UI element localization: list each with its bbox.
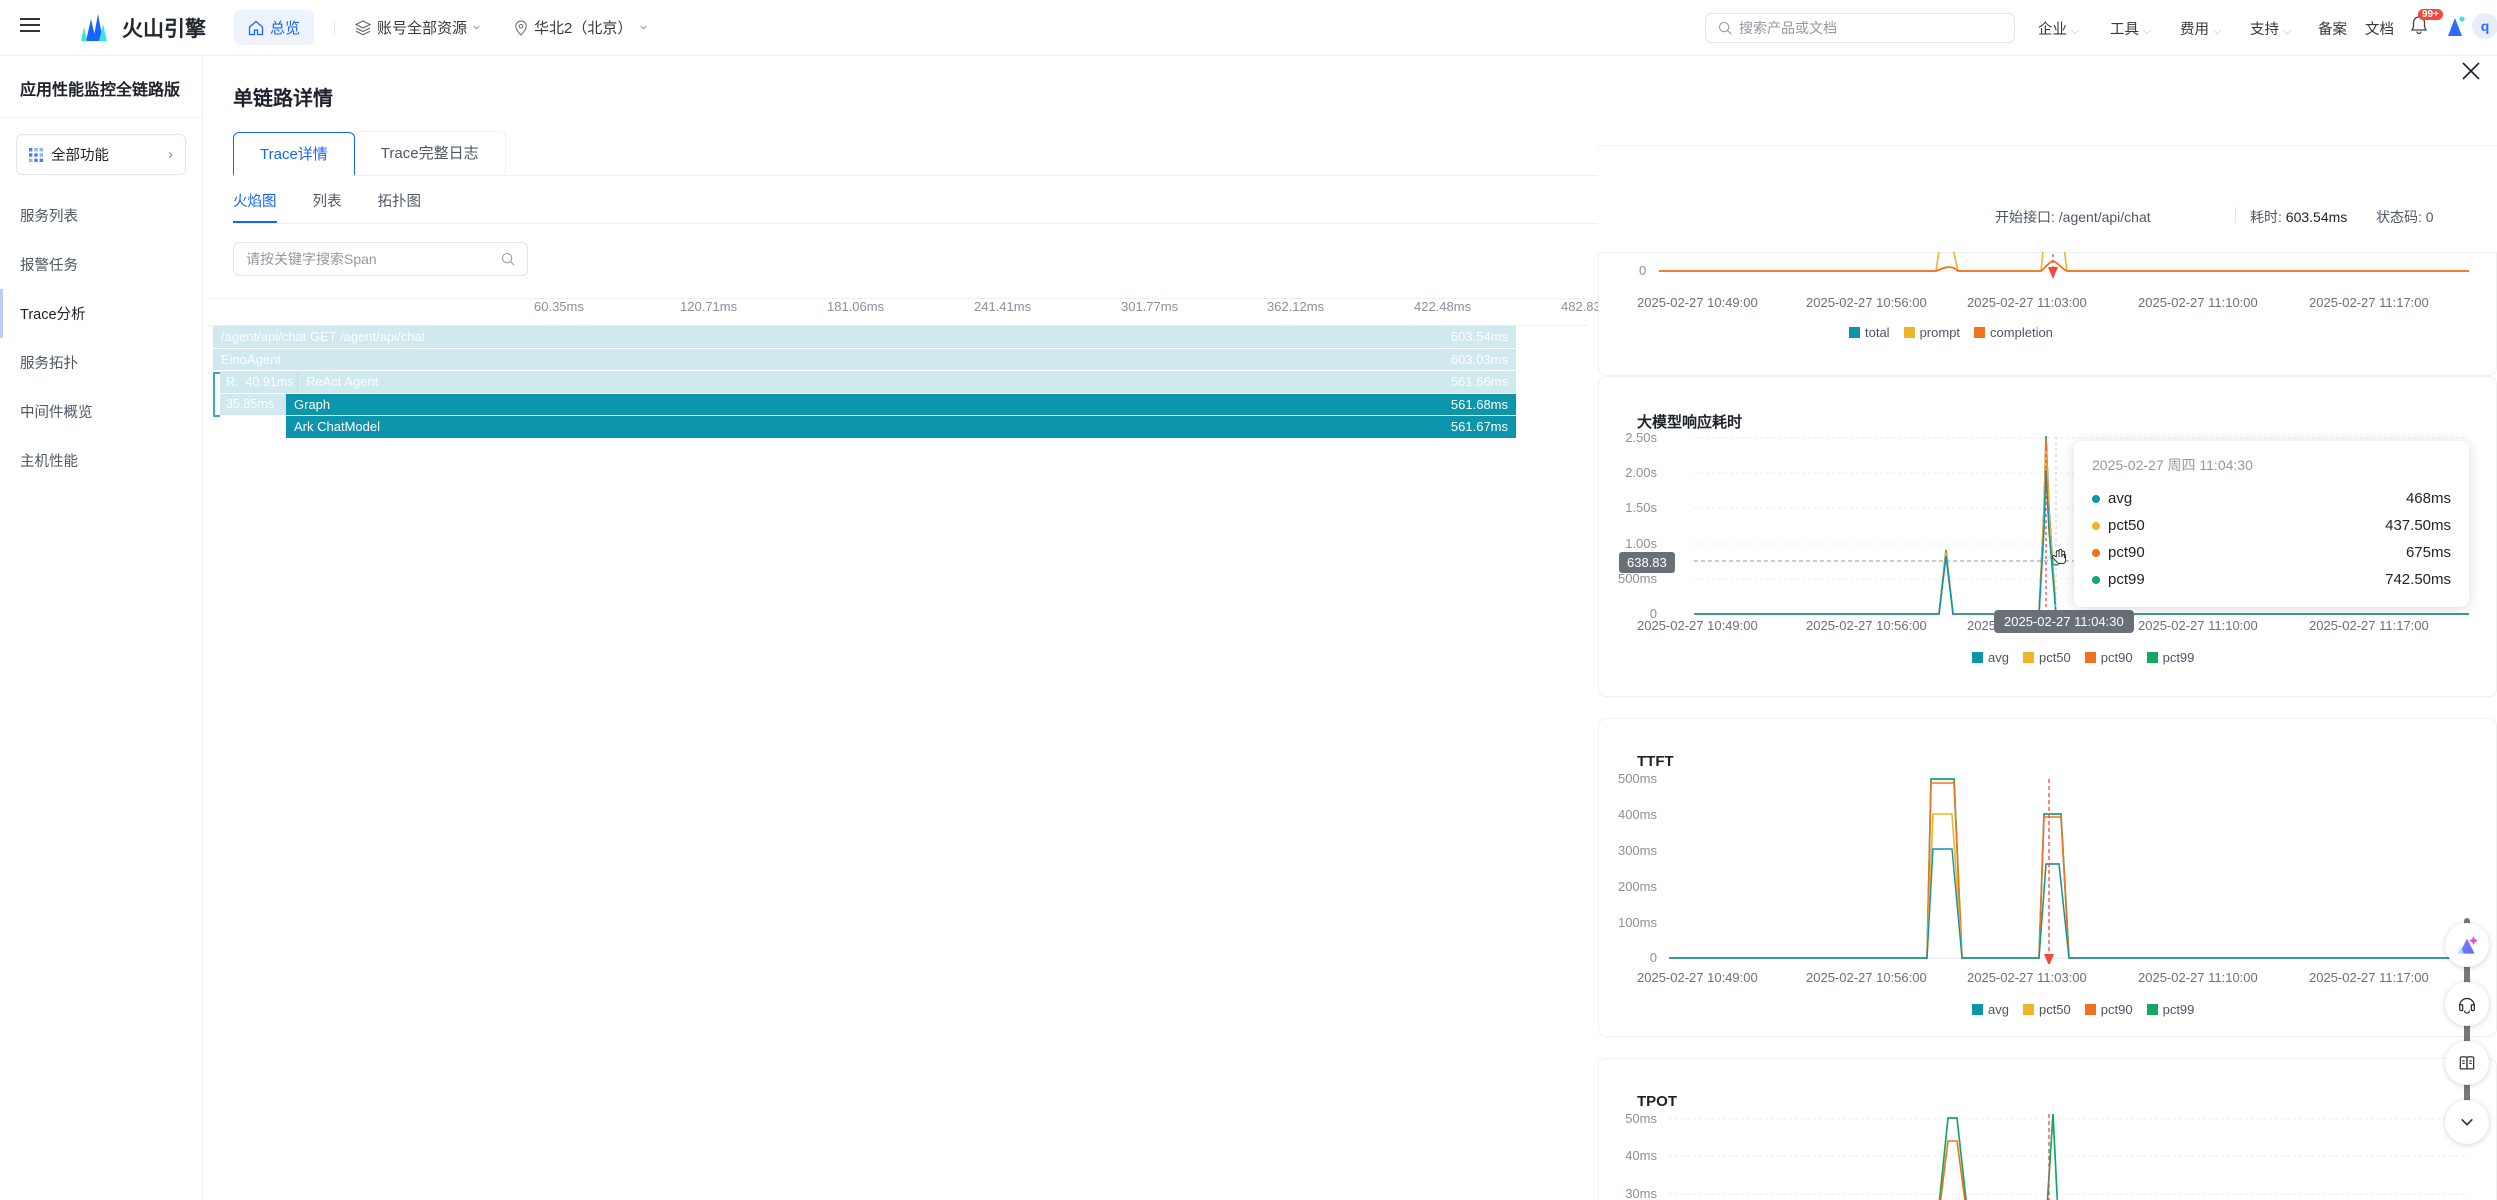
svg-text:100ms: 100ms [1618,915,1658,930]
svg-text:300ms: 300ms [1618,843,1658,858]
svg-text:40ms: 40ms [1625,1148,1657,1163]
svg-text:200ms: 200ms [1618,879,1658,894]
svg-text:30ms: 30ms [1625,1186,1657,1200]
svg-text:1.50s: 1.50s [1625,500,1657,515]
svg-text:2.00s: 2.00s [1625,465,1657,480]
svg-text:400ms: 400ms [1618,807,1658,822]
svg-text:1.00s: 1.00s [1625,536,1657,551]
svg-text:0: 0 [1639,263,1646,278]
svg-text:500ms: 500ms [1618,774,1658,786]
svg-text:2.50s: 2.50s [1625,432,1657,445]
svg-text:500ms: 500ms [1618,571,1658,586]
svg-text:0: 0 [1650,950,1657,964]
svg-text:50ms: 50ms [1625,1114,1657,1126]
